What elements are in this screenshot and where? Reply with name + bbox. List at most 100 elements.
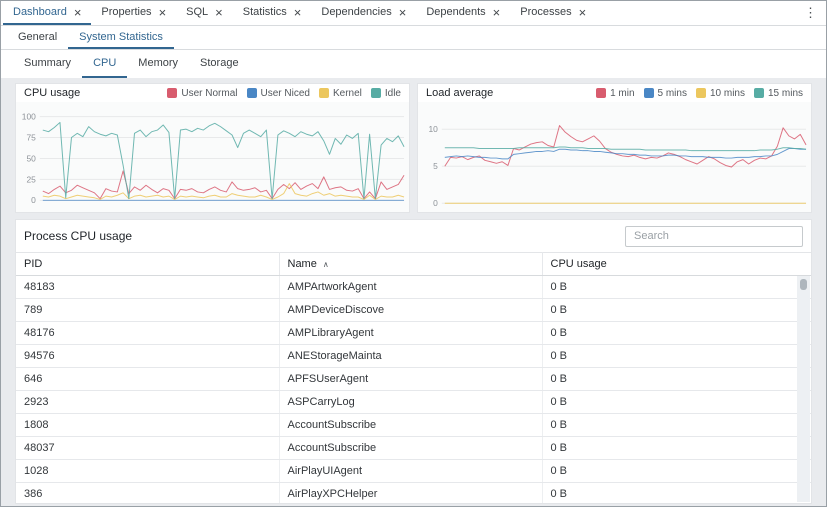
svg-text:10: 10 (428, 124, 438, 134)
close-icon[interactable]: × (215, 4, 223, 20)
legend-swatch (167, 88, 178, 98)
table-row[interactable]: 386 AirPlayXPCHelper 0 B (16, 482, 811, 503)
tab-label: Dependents (426, 6, 486, 18)
load-average-panel: Load average 1 min 5 mins 10 mins 15 min… (417, 83, 812, 213)
close-icon[interactable]: × (158, 4, 167, 20)
panel-title: CPU usage (24, 87, 81, 99)
cell-pid: 48183 (16, 275, 280, 299)
tab-label: Dependencies (321, 6, 392, 18)
charts-row: CPU usage User Normal User Niced Kernel … (15, 83, 812, 213)
tab-sql[interactable]: SQL × (176, 1, 233, 25)
column-header-name[interactable]: Name ∧ (279, 252, 543, 276)
process-panel-header: Process CPU usage (16, 220, 811, 252)
tab-cpu[interactable]: CPU (82, 50, 128, 78)
close-icon[interactable]: × (492, 4, 501, 20)
table-row[interactable]: 2923 ASPCarryLog 0 B (16, 390, 811, 414)
legend-item: Kernel (318, 88, 362, 99)
cell-name: AirPlayXPCHelper (279, 482, 543, 503)
cpu-usage-chart: 0 25 50 75 100 (16, 102, 409, 212)
cell-cpu-usage: 0 B (542, 459, 811, 483)
cell-cpu-usage: 0 B (542, 321, 811, 345)
close-icon[interactable]: × (293, 4, 302, 20)
table-row[interactable]: 94576 ANEStorageMainta 0 B (16, 344, 811, 368)
cell-cpu-usage: 0 B (542, 482, 811, 503)
kebab-menu-icon[interactable]: ⋮ (804, 5, 817, 20)
table-scrollbar[interactable] (797, 276, 810, 502)
cell-name: AMPArtworkAgent (279, 275, 543, 299)
cell-cpu-usage: 0 B (542, 390, 811, 414)
column-header-cpu-usage[interactable]: CPU usage (542, 252, 811, 276)
tab-general[interactable]: General (18, 30, 58, 43)
legend-item: 15 mins (753, 88, 803, 99)
cell-cpu-usage: 0 B (542, 367, 811, 391)
cell-name: AccountSubscribe (279, 413, 543, 437)
close-icon[interactable]: × (398, 4, 407, 20)
close-icon[interactable]: × (73, 4, 82, 20)
table-row[interactable]: 1028 AirPlayUIAgent 0 B (16, 459, 811, 483)
tab-dependencies[interactable]: Dependencies × (311, 1, 416, 25)
table-row[interactable]: 48176 AMPLibraryAgent 0 B (16, 321, 811, 345)
cell-pid: 48037 (16, 436, 280, 460)
cell-cpu-usage: 0 B (542, 344, 811, 368)
svg-text:5: 5 (433, 161, 438, 171)
tab-label: SQL (186, 6, 209, 18)
close-icon[interactable]: × (578, 4, 587, 20)
cell-name: ASPCarryLog (279, 390, 543, 414)
svg-text:100: 100 (22, 112, 36, 122)
cpu-usage-panel-header: CPU usage User Normal User Niced Kernel … (16, 84, 409, 102)
tab-processes[interactable]: Processes × (510, 1, 596, 25)
legend-item: User Normal (167, 88, 238, 99)
process-cpu-usage-panel: Process CPU usage PID Name∧ CPU usage (15, 219, 812, 504)
table-header-row: PID Name ∧ CPU usage (16, 252, 811, 276)
legend-swatch (596, 88, 607, 98)
legend-swatch (643, 88, 654, 98)
cell-cpu-usage: 0 B (542, 436, 811, 460)
dashboard-sub-tab-bar: General System Statistics (1, 26, 826, 50)
tab-summary[interactable]: Summary (24, 57, 72, 69)
tab-memory[interactable]: Memory (138, 57, 179, 69)
table-row[interactable]: 789 AMPDeviceDiscove 0 B (16, 298, 811, 322)
legend-item: Idle (370, 88, 401, 99)
process-table: PID Name ∧ CPU usage 48183 AMPArtworkAgen… (16, 252, 811, 503)
tab-dashboard[interactable]: Dashboard × (3, 1, 92, 25)
legend-item: 10 mins (695, 88, 745, 99)
cell-cpu-usage: 0 B (542, 298, 811, 322)
tab-properties[interactable]: Properties × (91, 1, 176, 25)
legend-swatch (753, 88, 764, 98)
tab-system-statistics[interactable]: System Statistics (68, 26, 174, 49)
load-average-panel-header: Load average 1 min 5 mins 10 mins 15 min… (418, 84, 811, 102)
cell-pid: 1028 (16, 459, 280, 483)
sort-asc-icon: ∧ (322, 260, 329, 269)
cell-name: APFSUserAgent (279, 367, 543, 391)
column-header-pid[interactable]: PID (16, 252, 280, 276)
cpu-usage-panel: CPU usage User Normal User Niced Kernel … (15, 83, 410, 213)
load-average-legend: 1 min 5 mins 10 mins 15 mins (596, 88, 803, 99)
search-input[interactable] (625, 225, 803, 247)
cell-cpu-usage: 0 B (542, 413, 811, 437)
svg-text:0: 0 (433, 198, 438, 208)
legend-item: 5 mins (643, 88, 687, 99)
legend-swatch (246, 88, 257, 98)
cell-pid: 2923 (16, 390, 280, 414)
tab-statistics[interactable]: Statistics × (233, 1, 312, 25)
legend-swatch (370, 88, 381, 98)
cell-name: ANEStorageMainta (279, 344, 543, 368)
table-row[interactable]: 48183 AMPArtworkAgent 0 B (16, 275, 811, 299)
cell-name: AMPLibraryAgent (279, 321, 543, 345)
table-row[interactable]: 48037 AccountSubscribe 0 B (16, 436, 811, 460)
cell-name: AMPDeviceDiscove (279, 298, 543, 322)
tab-label: Processes (520, 6, 572, 18)
table-row[interactable]: 646 APFSUserAgent 0 B (16, 367, 811, 391)
svg-text:0: 0 (31, 195, 36, 205)
tab-dependents[interactable]: Dependents × (416, 1, 510, 25)
tab-label: Statistics (242, 6, 287, 18)
legend-item: User Niced (246, 88, 310, 99)
load-average-chart: 0 5 10 (418, 102, 811, 212)
cell-pid: 386 (16, 482, 280, 503)
cell-pid: 646 (16, 367, 280, 391)
scrollbar-thumb[interactable] (800, 279, 807, 290)
cell-pid: 789 (16, 298, 280, 322)
tab-storage[interactable]: Storage (200, 57, 239, 69)
table-row[interactable]: 1808 AccountSubscribe 0 B (16, 413, 811, 437)
